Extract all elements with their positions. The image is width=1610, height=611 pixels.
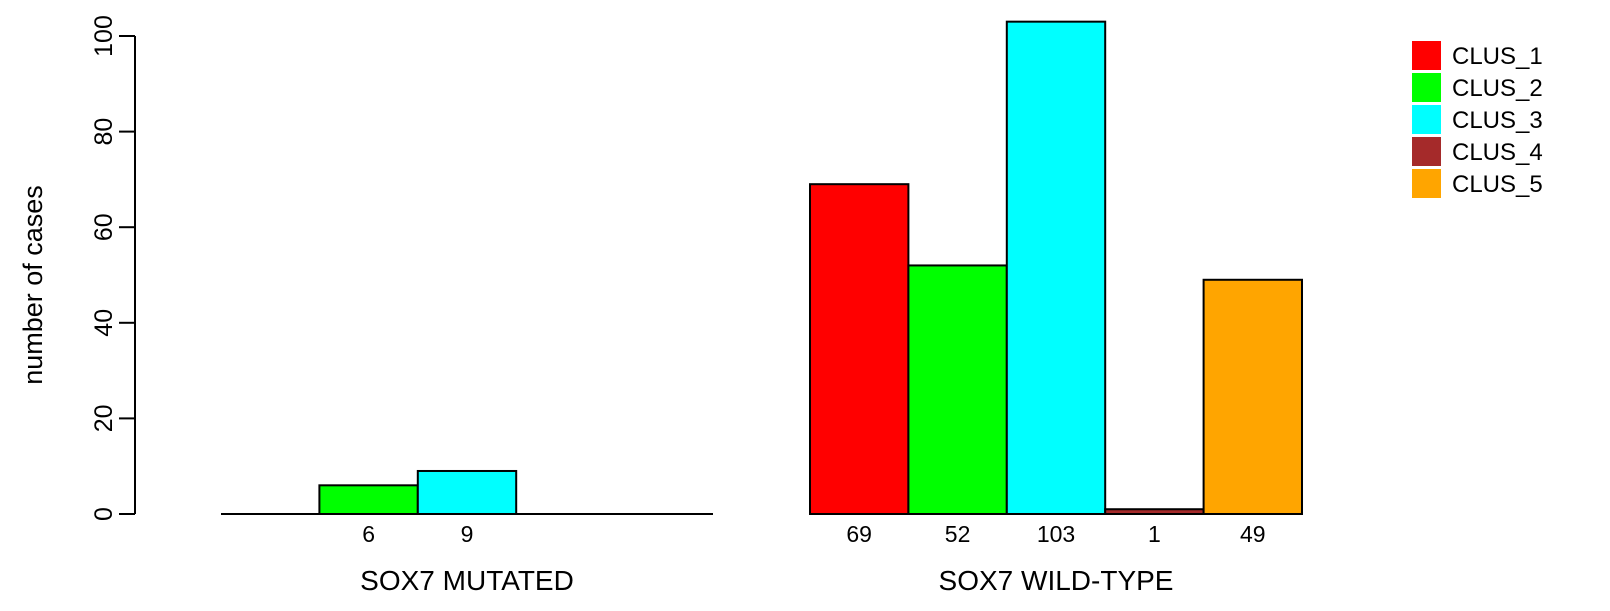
bar-value-label: 6 <box>362 521 375 547</box>
y-tick-label: 60 <box>90 213 118 241</box>
bar <box>809 183 910 515</box>
bar-value-label: 103 <box>1037 521 1075 547</box>
legend-swatch <box>1412 41 1441 70</box>
y-axis: 0 20 40 60 80 100 <box>90 15 136 521</box>
bar-value-label: 69 <box>846 521 872 547</box>
y-tick-label: 80 <box>90 118 118 146</box>
bar-value-label: 1 <box>1148 521 1161 547</box>
bar <box>907 264 1008 515</box>
bar <box>318 484 419 516</box>
legend-label: CLUS_2 <box>1452 75 1543 102</box>
legend: CLUS_1 CLUS_2 CLUS_3 CLUS_4 CLUS_5 <box>1412 41 1543 198</box>
bar-value-label: 52 <box>945 521 971 547</box>
category-label: SOX7 WILD-TYPE <box>939 565 1174 596</box>
y-tick-label: 40 <box>90 309 118 337</box>
legend-swatch <box>1412 137 1441 166</box>
category-label: SOX7 MUTATED <box>360 565 574 596</box>
bar <box>1104 508 1205 516</box>
y-tick-label: 100 <box>90 15 118 57</box>
bar <box>416 469 518 516</box>
legend-label: CLUS_4 <box>1452 139 1543 166</box>
legend-swatch <box>1412 169 1441 198</box>
legend-swatch <box>1412 105 1441 134</box>
bar <box>1005 20 1107 515</box>
bar <box>1202 278 1303 515</box>
legend-label: CLUS_5 <box>1452 171 1543 198</box>
bar-value-label: 9 <box>461 521 474 547</box>
y-tick-label: 20 <box>90 404 118 432</box>
legend-label: CLUS_1 <box>1452 43 1543 70</box>
bar-value-label: 49 <box>1240 521 1266 547</box>
legend-label: CLUS_3 <box>1452 107 1543 134</box>
legend-swatch <box>1412 73 1441 102</box>
y-tick-label: 0 <box>90 507 118 521</box>
y-axis-title: number of cases <box>18 185 48 385</box>
